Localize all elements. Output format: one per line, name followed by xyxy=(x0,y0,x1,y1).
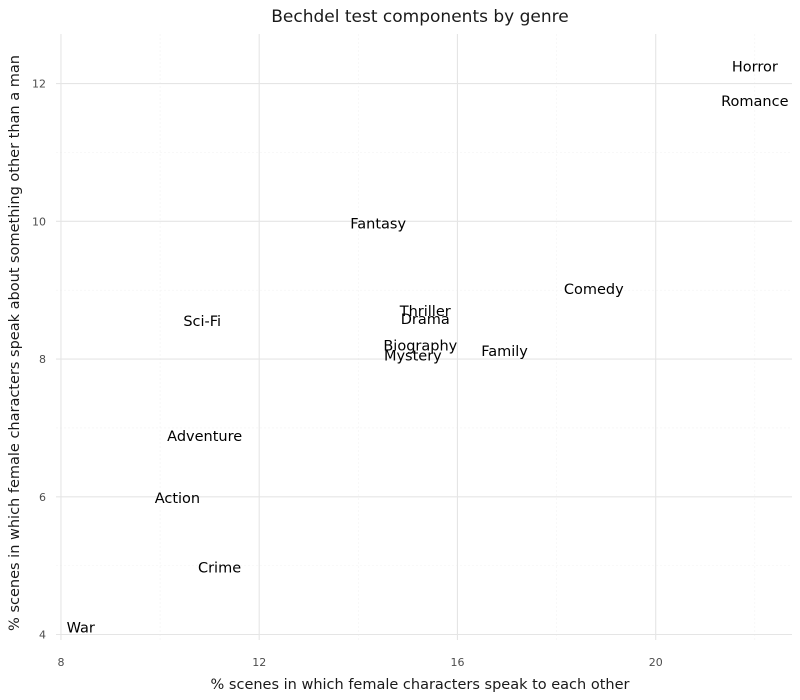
point-label: Adventure xyxy=(167,429,242,445)
point-label: Thriller xyxy=(399,304,451,320)
x-tick-label: 16 xyxy=(450,656,464,669)
point-label: Mystery xyxy=(384,349,442,365)
y-tick-label: 10 xyxy=(32,215,46,228)
point-label: Comedy xyxy=(564,282,624,298)
point-label: Action xyxy=(155,491,200,507)
grid xyxy=(56,34,792,640)
point-label: War xyxy=(67,621,95,637)
point-label: Biography xyxy=(383,338,457,354)
y-tick-label: 8 xyxy=(39,353,46,366)
axis-ticks: 8 12 16 20 4 6 8 10 12 xyxy=(32,78,663,669)
point-label: Sci-Fi xyxy=(183,314,221,330)
point-label: Drama xyxy=(401,312,450,328)
x-tick-label: 12 xyxy=(252,656,266,669)
y-tick-label: 6 xyxy=(39,491,46,504)
point-label: Horror xyxy=(732,59,778,75)
chart-title: Bechdel test components by genre xyxy=(271,7,568,27)
x-tick-label: 8 xyxy=(57,656,64,669)
point-label: Family xyxy=(481,344,528,360)
point-label: Fantasy xyxy=(350,216,406,232)
x-axis-label: % scenes in which female characters spea… xyxy=(211,677,630,693)
y-tick-label: 4 xyxy=(39,628,46,641)
y-axis-label: % scenes in which female characters spea… xyxy=(7,55,23,631)
x-tick-label: 20 xyxy=(649,656,663,669)
y-tick-label: 12 xyxy=(32,78,46,91)
point-label: Romance xyxy=(721,94,788,110)
point-label: Crime xyxy=(198,561,241,577)
